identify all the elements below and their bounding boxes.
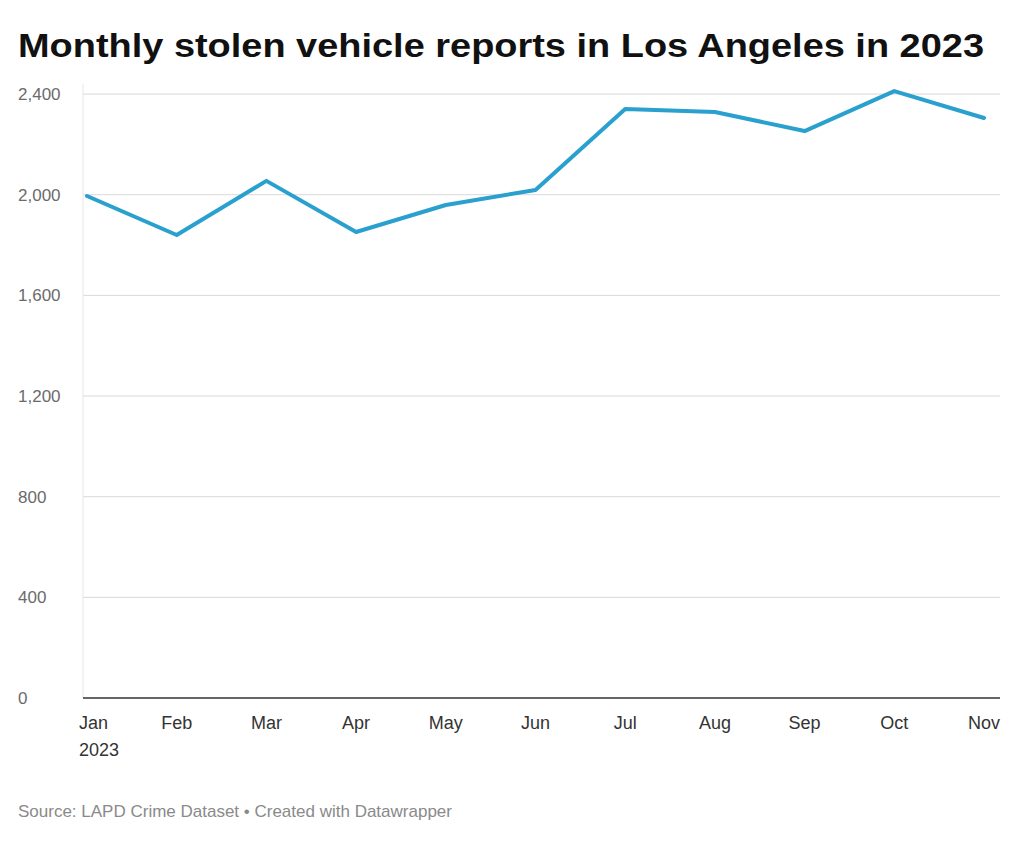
x-axis-line	[83, 697, 1000, 699]
y-axis-line	[83, 84, 84, 698]
x-tick-label: Sep	[789, 713, 821, 733]
x-tick-label: Jul	[614, 713, 637, 733]
y-tick-label: 800	[18, 488, 46, 507]
x-tick-label: Aug	[699, 713, 731, 733]
x-tick-label: Feb	[161, 713, 192, 733]
x-tick-label: May	[429, 713, 463, 733]
y-tick-label: 2,000	[18, 186, 61, 205]
y-tick-label: 1,600	[18, 286, 61, 305]
chart: Monthly stolen vehicle reports in Los An…	[0, 0, 1024, 841]
title: Monthly stolen vehicle reports in Los An…	[18, 26, 984, 64]
x-tick-label: Mar	[251, 713, 282, 733]
x-tick-label: Jun	[521, 713, 550, 733]
y-tick-label: 400	[18, 588, 46, 607]
y-tick-label: 2,400	[18, 85, 61, 104]
y-tick-label: 1,200	[18, 387, 61, 406]
x-tick-label: Nov	[968, 713, 1000, 733]
data-line	[87, 91, 984, 235]
plot-area	[87, 91, 984, 235]
grid-line	[83, 396, 1000, 397]
source-note: Source: LAPD Crime Dataset • Created wit…	[18, 802, 452, 821]
grid-line	[83, 597, 1000, 598]
grid-line	[83, 496, 1000, 497]
x-tick-label: Apr	[342, 713, 370, 733]
y-tick-label: 0	[18, 689, 27, 708]
grid-line	[83, 194, 1000, 195]
grid-line	[83, 94, 1000, 95]
x-tick-label: Oct	[880, 713, 908, 733]
grid-line	[83, 295, 1000, 296]
x-tick-label: Jan2023	[79, 713, 119, 760]
